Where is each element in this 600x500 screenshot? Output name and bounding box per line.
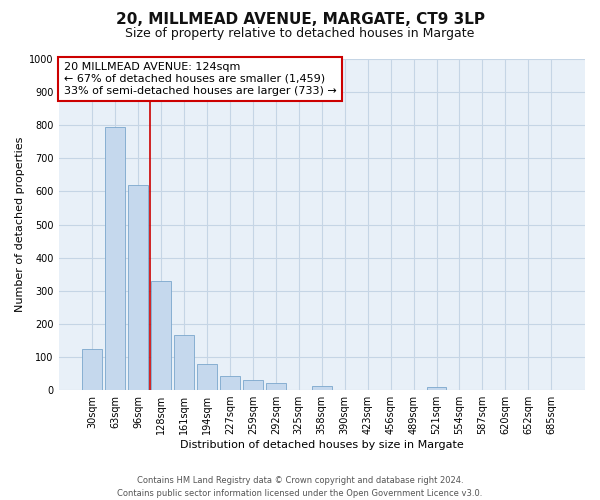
Bar xyxy=(312,386,332,390)
Bar xyxy=(106,127,125,390)
Bar xyxy=(427,388,446,390)
Bar xyxy=(220,376,239,390)
Bar xyxy=(197,364,217,390)
Bar xyxy=(82,348,102,390)
Bar xyxy=(266,384,286,390)
Text: 20 MILLMEAD AVENUE: 124sqm
← 67% of detached houses are smaller (1,459)
33% of s: 20 MILLMEAD AVENUE: 124sqm ← 67% of deta… xyxy=(64,62,337,96)
Bar xyxy=(128,185,148,390)
Bar xyxy=(243,380,263,390)
Text: 20, MILLMEAD AVENUE, MARGATE, CT9 3LP: 20, MILLMEAD AVENUE, MARGATE, CT9 3LP xyxy=(115,12,485,28)
Bar xyxy=(151,281,171,390)
Text: Size of property relative to detached houses in Margate: Size of property relative to detached ho… xyxy=(125,28,475,40)
Text: Contains HM Land Registry data © Crown copyright and database right 2024.
Contai: Contains HM Land Registry data © Crown c… xyxy=(118,476,482,498)
Y-axis label: Number of detached properties: Number of detached properties xyxy=(15,137,25,312)
Bar xyxy=(174,336,194,390)
X-axis label: Distribution of detached houses by size in Margate: Distribution of detached houses by size … xyxy=(180,440,464,450)
